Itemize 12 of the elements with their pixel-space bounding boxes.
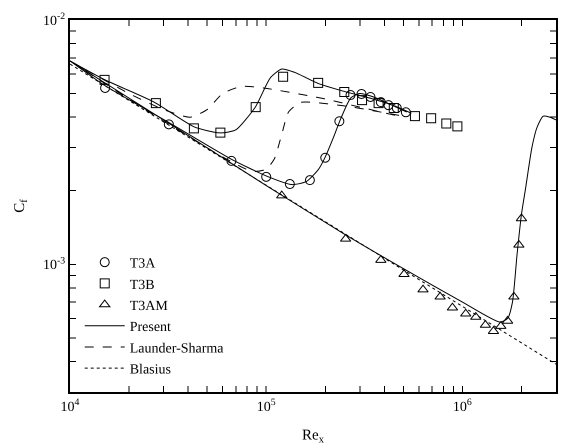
x-tick-label: 10$^{4}$ xyxy=(60,396,80,415)
x-tick-label: 10$^{5}$ xyxy=(256,396,276,415)
legend-label: T3AM xyxy=(130,299,168,314)
y-tick-label: 10$^{-2}$ xyxy=(43,11,66,29)
legend-label: Blasius xyxy=(130,362,171,378)
legend-label: T3A xyxy=(130,256,156,272)
legend-label: T3B xyxy=(130,278,155,293)
x-tick-label: 10$^{6}$ xyxy=(452,396,472,415)
legend-label: Present xyxy=(130,320,172,336)
x-axis-title: Re$_{x}$ xyxy=(302,427,325,446)
y-tick-label: 10$^{-3}$ xyxy=(43,255,66,274)
legend-label: Launder-Sharma xyxy=(130,341,224,356)
